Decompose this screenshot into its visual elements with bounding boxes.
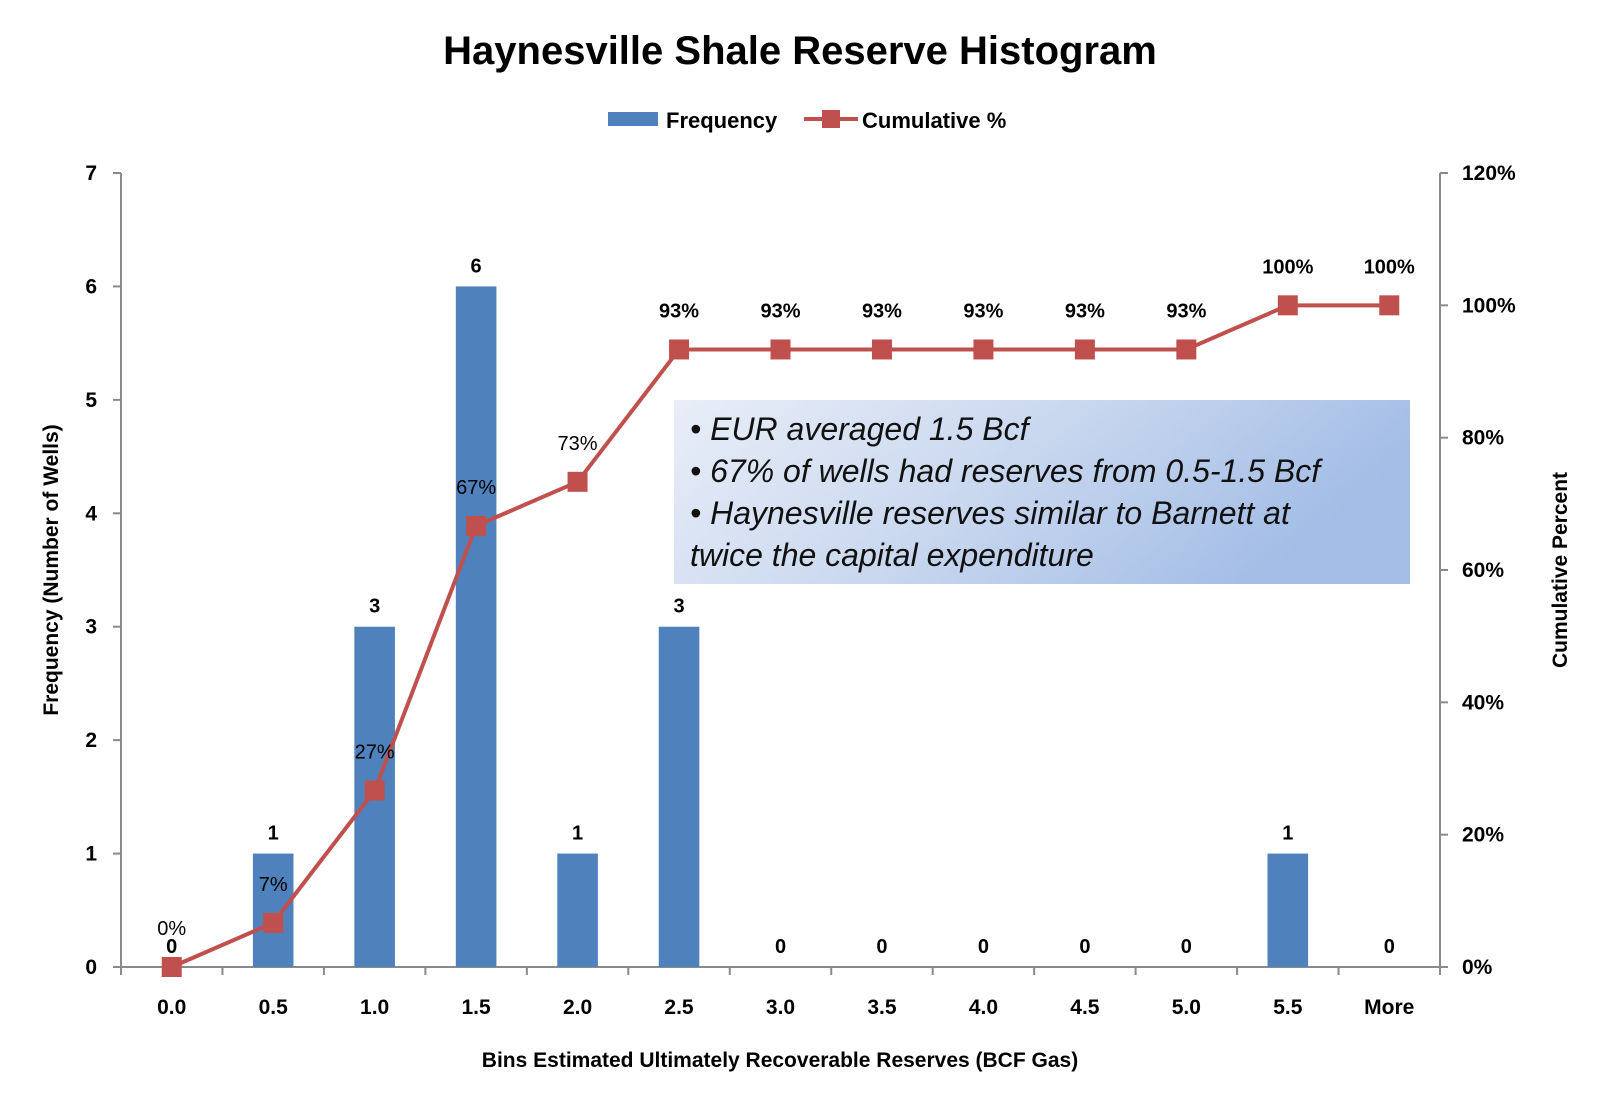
cumulative-marker [1176, 339, 1197, 360]
frequency-data-label: 0 [978, 936, 989, 958]
legend-frequency-swatch [608, 112, 658, 126]
cumulative-data-label: 100% [1262, 256, 1313, 278]
x-tick-label: 4.5 [1070, 996, 1100, 1019]
cumulative-marker [466, 515, 487, 536]
y-left-tick-label: 4 [85, 502, 97, 525]
callout-line-4: twice the capital expenditure [690, 537, 1094, 573]
frequency-bar [1267, 853, 1309, 967]
cumulative-data-label: 93% [862, 300, 902, 322]
frequency-data-labels: 0 1 3 6 1 3 0 0 0 0 0 1 0 [166, 255, 1395, 958]
frequency-bar [252, 853, 294, 967]
frequency-bar [658, 626, 700, 967]
callout-line-2: • 67% of wells had reserves from 0.5-1.5… [690, 453, 1323, 489]
frequency-data-label: 3 [369, 596, 380, 618]
y-left-tick-label: 2 [85, 729, 97, 752]
frequency-data-label: 3 [673, 596, 684, 618]
y-axis-right-ticks: 0% 20% 40% 60% 80% 100% 120% [1440, 162, 1516, 979]
callout-line-3: • Haynesville reserves similar to Barnet… [690, 495, 1291, 531]
y-left-tick-label: 6 [85, 275, 97, 298]
frequency-bar [455, 286, 497, 967]
legend-frequency-label: Frequency [666, 108, 778, 133]
y-right-tick-label: 80% [1462, 427, 1504, 450]
y-axis-left-ticks: 0 1 2 3 4 5 6 7 [85, 162, 121, 979]
cumulative-data-label: 0% [157, 918, 186, 940]
y-axis-right-title: Cumulative Percent [1549, 472, 1572, 668]
y-left-tick-label: 1 [85, 843, 97, 866]
cumulative-marker [871, 339, 892, 360]
x-tick-label: 0.0 [157, 996, 186, 1019]
x-tick-label: 1.5 [462, 996, 492, 1019]
y-right-tick-label: 20% [1462, 824, 1504, 847]
x-tick-label: 1.0 [360, 996, 389, 1019]
frequency-data-label: 1 [268, 823, 279, 845]
x-tick-label: More [1364, 996, 1414, 1019]
y-right-tick-label: 60% [1462, 559, 1504, 582]
cumulative-data-label: 93% [659, 300, 699, 322]
cumulative-marker [669, 339, 690, 360]
cumulative-data-label: 93% [1065, 300, 1105, 322]
frequency-bar [557, 853, 598, 967]
frequency-data-label: 0 [775, 936, 786, 958]
y-left-tick-label: 7 [85, 162, 97, 185]
y-axis-left-title: Frequency (Number of Wells) [40, 424, 63, 715]
frequency-bars [252, 286, 1309, 967]
cumulative-marker [770, 339, 791, 360]
callout-line-1: • EUR averaged 1.5 Bcf [690, 411, 1032, 447]
x-tick-label: 3.5 [867, 996, 897, 1019]
frequency-data-label: 0 [1181, 936, 1192, 958]
frequency-data-label: 1 [1282, 823, 1293, 845]
x-axis-title: Bins Estimated Ultimately Recoverable Re… [482, 1049, 1078, 1072]
cumulative-data-label: 93% [963, 300, 1003, 322]
cumulative-marker [161, 957, 182, 977]
cumulative-line [161, 295, 1400, 977]
x-tick-label: 0.5 [259, 996, 289, 1019]
y-right-tick-label: 100% [1462, 294, 1516, 317]
cumulative-marker [567, 471, 588, 492]
frequency-data-label: 0 [1079, 936, 1090, 958]
x-tick-label: 5.5 [1273, 996, 1303, 1019]
callout-background [674, 400, 1410, 584]
y-right-tick-label: 40% [1462, 691, 1504, 714]
y-left-tick-label: 3 [85, 616, 97, 639]
cumulative-data-label: 67% [456, 477, 496, 499]
cumulative-data-label: 93% [760, 300, 800, 322]
cumulative-data-labels: 0% 7% 27% 67% 73% 93% 93% 93% 93% 93% 93% 100% 100% [157, 256, 1415, 940]
frequency-data-label: 0 [1384, 936, 1395, 958]
cumulative-marker [1379, 295, 1400, 316]
frequency-data-label: 0 [166, 936, 177, 958]
legend-cumulative-label: Cumulative % [862, 108, 1006, 133]
chart-title: Haynesville Shale Reserve Histogram [443, 29, 1157, 73]
y-left-tick-label: 5 [85, 389, 97, 412]
x-tick-label: 2.0 [563, 996, 592, 1019]
legend-cumulative-marker [822, 110, 840, 128]
x-tick-label: 3.0 [766, 996, 795, 1019]
cumulative-marker [364, 780, 385, 801]
frequency-data-label: 6 [471, 255, 482, 277]
x-tick-label: 2.5 [664, 996, 694, 1019]
cumulative-data-label: 27% [355, 742, 395, 764]
cumulative-data-label: 7% [259, 874, 288, 896]
frequency-data-label: 1 [572, 823, 583, 845]
cumulative-data-label: 73% [558, 433, 598, 455]
cumulative-marker [973, 339, 994, 360]
x-tick-label: 5.0 [1172, 996, 1201, 1019]
cumulative-marker [263, 912, 284, 933]
cumulative-marker [1074, 339, 1095, 360]
y-right-tick-label: 120% [1462, 162, 1516, 185]
callout-box: • EUR averaged 1.5 Bcf • 67% of wells ha… [674, 400, 1410, 584]
cumulative-data-label: 93% [1166, 300, 1206, 322]
frequency-data-label: 0 [876, 936, 887, 958]
x-axis-ticks: 0.0 0.5 1.0 1.5 2.0 2.5 3.0 3.5 4.0 4.5 5.0 5.5 More [120, 967, 1441, 1019]
cumulative-data-label: 100% [1364, 256, 1415, 278]
x-tick-label: 4.0 [969, 996, 998, 1019]
legend: Frequency Cumulative % [608, 108, 1006, 133]
y-left-tick-label: 0 [85, 956, 97, 979]
y-right-tick-label: 0% [1462, 956, 1493, 979]
cumulative-marker [1277, 295, 1298, 316]
